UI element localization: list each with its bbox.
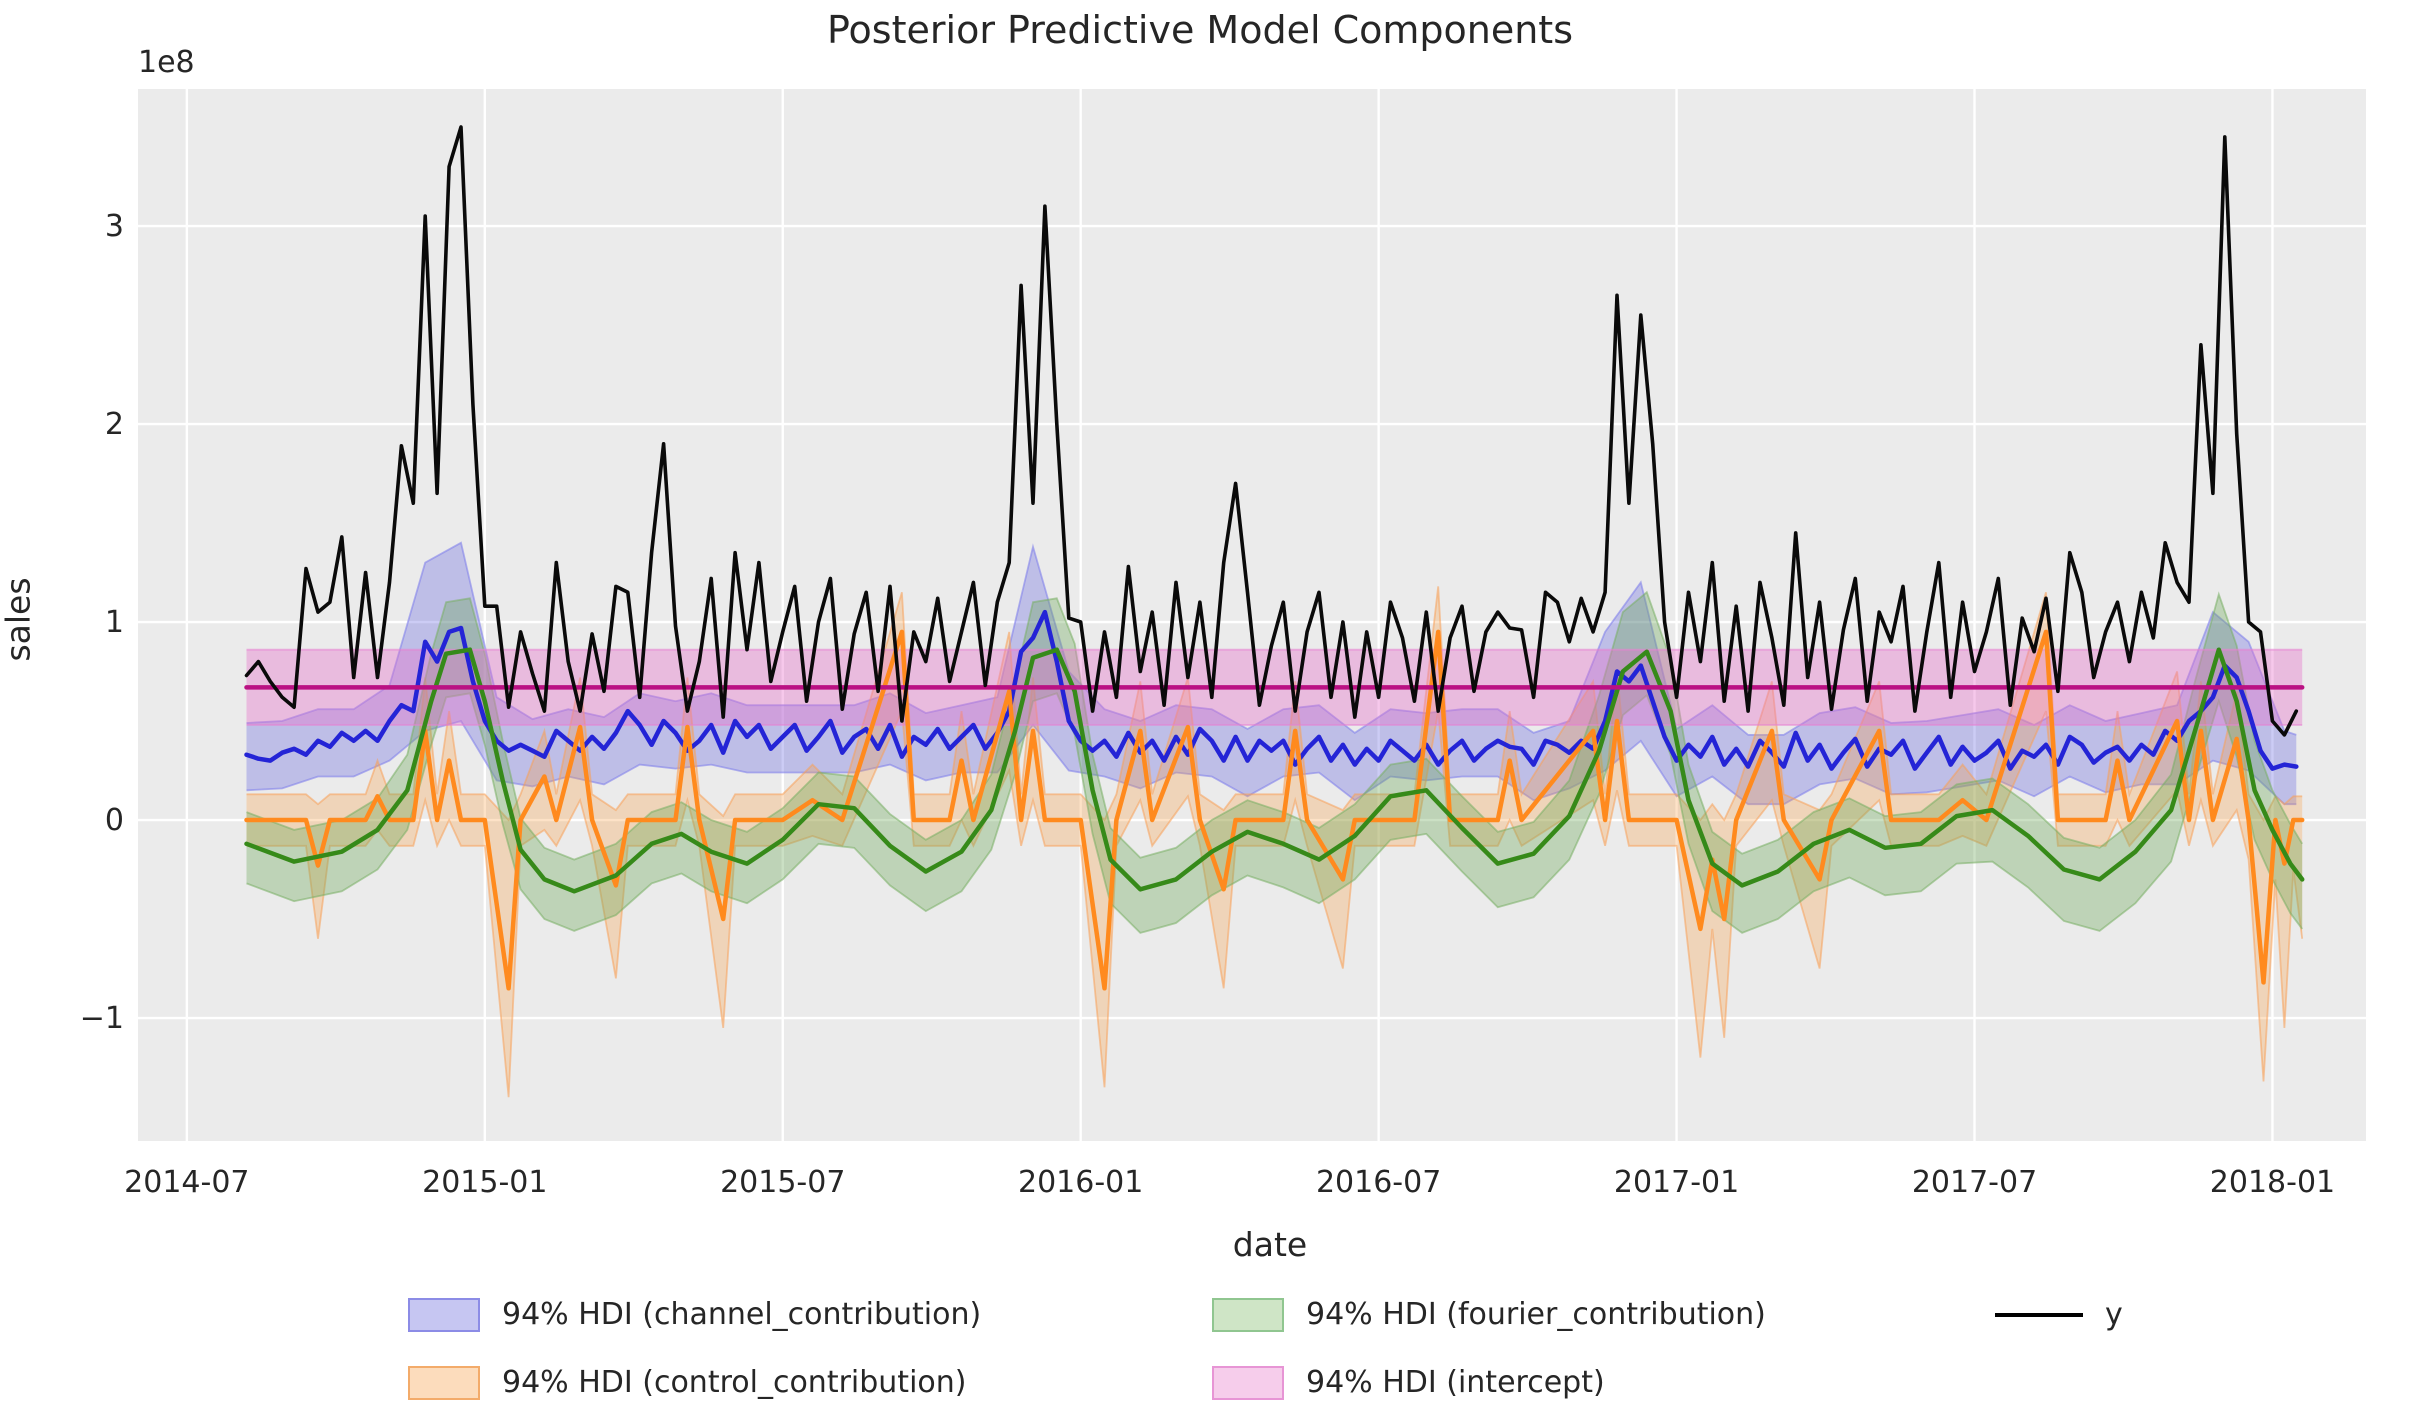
x-tick-label: 2015-07: [720, 1165, 845, 1200]
axis-offset-text: 1e8: [138, 45, 195, 80]
y-tick-label: 2: [105, 407, 124, 442]
legend-label-control: 94% HDI (control_contribution): [502, 1365, 967, 1400]
series-channel_contribution-line: [244, 609, 2299, 771]
series-y-line: [244, 125, 2299, 737]
legend-item-intercept: 94% HDI (intercept): [1212, 1365, 1605, 1400]
intercept-hdi-swatch-icon: [1212, 1365, 1284, 1400]
chart-title: Posterior Predictive Model Components: [827, 8, 1573, 52]
y-tick-label: 0: [105, 803, 124, 838]
control_contribution-hdi-edge: [246, 586, 2303, 822]
legend-item-y: y: [1995, 1297, 2123, 1332]
legend-item-fourier: 94% HDI (fourier_contribution): [1212, 1297, 1766, 1332]
legend-item-channel: 94% HDI (channel_contribution): [408, 1297, 981, 1332]
x-tick-label: 2017-07: [1912, 1165, 2037, 1200]
x-axis-label: date: [1232, 1225, 1308, 1264]
series-control_contribution-line: [244, 629, 2305, 991]
legend-label-fourier: 94% HDI (fourier_contribution): [1306, 1297, 1766, 1332]
x-tick-label: 2016-07: [1316, 1165, 1441, 1200]
control_contribution-hdi-edge: [246, 710, 2304, 1098]
legend-label-channel: 94% HDI (channel_contribution): [502, 1297, 982, 1332]
series-fourier_contribution-line: [244, 647, 2305, 894]
x-tick-label: 2018-01: [2210, 1165, 2335, 1200]
channel-hdi-swatch-icon: [408, 1297, 480, 1332]
legend-label-intercept: 94% HDI (intercept): [1306, 1365, 1605, 1400]
x-tick-label: 2014-07: [124, 1165, 249, 1200]
y-tick-label: 3: [105, 209, 124, 244]
x-tick-label: 2016-01: [1018, 1165, 1143, 1200]
fourier-hdi-swatch-icon: [1212, 1297, 1284, 1332]
legend-item-control: 94% HDI (control_contribution): [408, 1365, 966, 1400]
fourier_contribution-hdi-band: [246, 592, 2303, 933]
channel_contribution-hdi-band: [246, 542, 2297, 805]
fourier_contribution-hdi-edge: [246, 590, 2303, 861]
control-hdi-swatch-icon: [408, 1365, 480, 1400]
y-line-swatch-icon: [1995, 1312, 2083, 1317]
y-tick-label: −1: [80, 1001, 124, 1036]
channel_contribution-hdi-edge: [246, 541, 2297, 736]
y-tick-label: 1: [105, 605, 124, 640]
x-tick-label: 2015-01: [422, 1165, 547, 1200]
legend-label-y: y: [2105, 1297, 2123, 1332]
fourier_contribution-hdi-edge: [246, 692, 2303, 934]
y-axis-label: sales: [0, 577, 38, 662]
channel_contribution-hdi-edge: [246, 719, 2297, 806]
x-tick-label: 2017-01: [1614, 1165, 1739, 1200]
